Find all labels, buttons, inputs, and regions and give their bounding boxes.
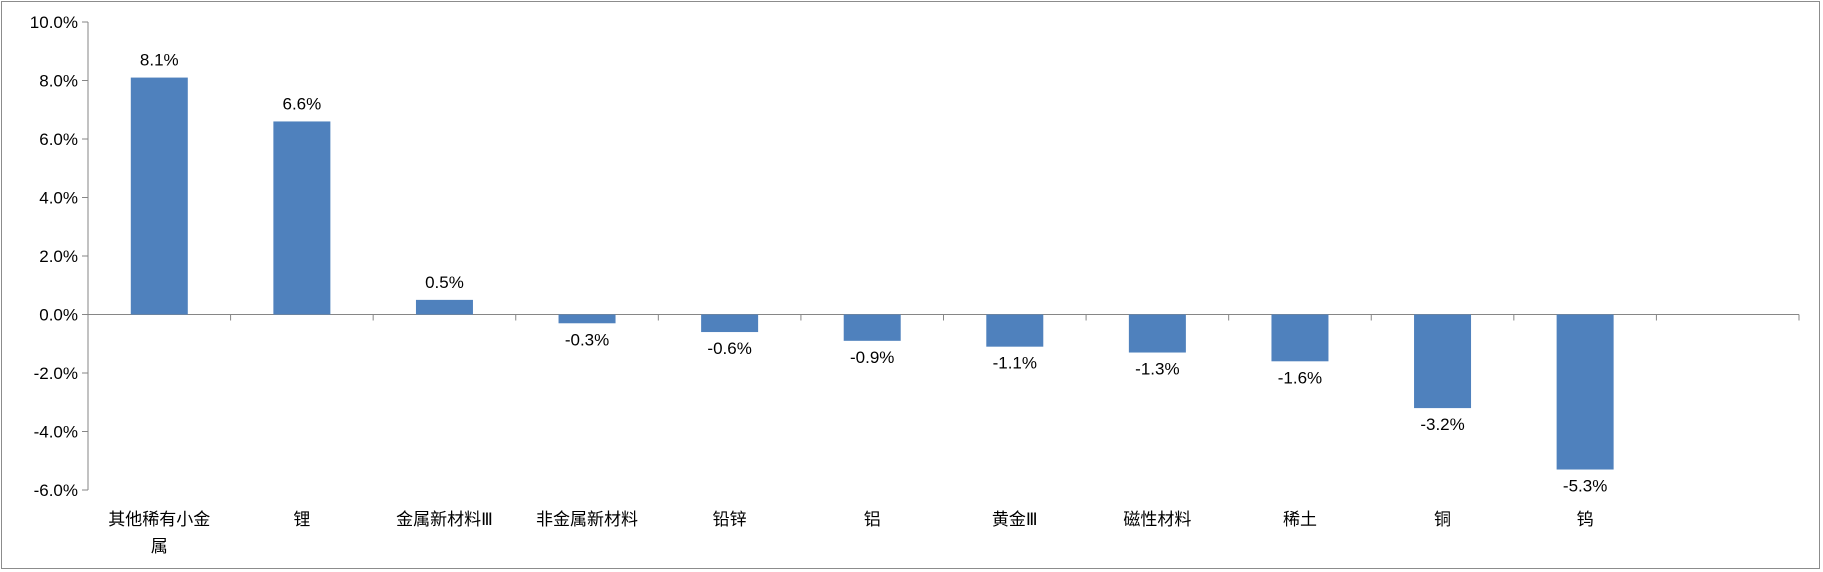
data-label: 0.5% (425, 273, 464, 292)
y-tick-label: 10.0% (30, 13, 78, 32)
bar[interactable] (1271, 314, 1329, 362)
category-label: 非金属新材料 (536, 510, 638, 530)
bar[interactable] (130, 77, 188, 315)
data-label: 6.6% (283, 94, 322, 113)
y-tick-label: -2.0% (34, 364, 78, 383)
category-label: 铝 (864, 510, 881, 530)
category-label: 金属新材料Ⅲ (396, 510, 493, 530)
y-tick-label: -4.0% (34, 423, 78, 442)
category-label: 铜 (1434, 510, 1451, 530)
bar[interactable] (273, 121, 331, 315)
category-label: 属 (151, 537, 168, 557)
data-label: -1.6% (1278, 368, 1322, 387)
bar[interactable] (986, 314, 1044, 347)
data-label: -5.3% (1563, 477, 1607, 496)
y-tick-label: 6.0% (39, 130, 78, 149)
bar[interactable] (415, 299, 473, 315)
bar[interactable] (701, 314, 759, 333)
y-tick-label: 0.0% (39, 306, 78, 325)
y-tick-label: 2.0% (39, 247, 78, 266)
y-tick-label: 8.0% (39, 72, 78, 91)
data-label: 8.1% (140, 51, 179, 70)
data-label: -1.3% (1135, 360, 1179, 379)
bar[interactable] (843, 314, 901, 341)
category-label: 磁性材料 (1123, 510, 1191, 530)
data-label: -0.3% (565, 330, 609, 349)
bar[interactable] (558, 314, 616, 324)
category-label: 稀土 (1283, 510, 1317, 530)
category-label: 其他稀有小金 (108, 510, 210, 530)
category-label: 锂 (293, 510, 310, 530)
category-label: 黄金Ⅲ (992, 510, 1038, 530)
data-label: -0.9% (850, 348, 894, 367)
data-label: -0.6% (707, 339, 751, 358)
category-label: 铅锌 (713, 510, 747, 530)
y-tick-label: -6.0% (34, 481, 78, 500)
data-label: -3.2% (1420, 415, 1464, 434)
data-label: -1.1% (993, 354, 1037, 373)
bar[interactable] (1128, 314, 1186, 353)
bar[interactable] (1556, 314, 1614, 470)
category-label: 钨 (1577, 510, 1594, 530)
bar[interactable] (1414, 314, 1472, 409)
y-tick-label: 4.0% (39, 189, 78, 208)
